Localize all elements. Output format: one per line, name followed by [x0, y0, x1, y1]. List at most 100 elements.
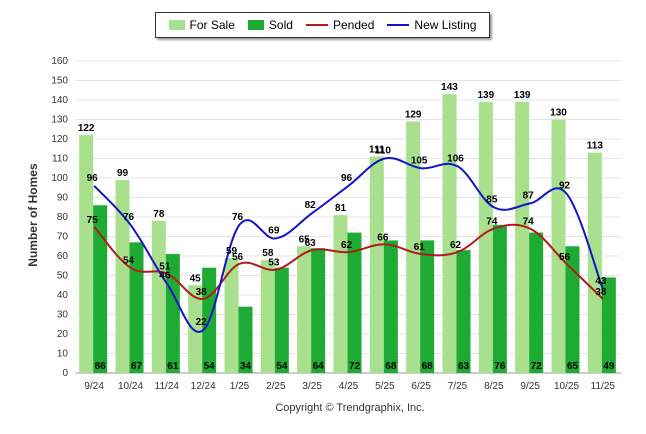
bar-sold: [347, 232, 362, 373]
for-sale-value-label: 139: [514, 90, 531, 101]
x-tick-label: 7/25: [448, 381, 468, 392]
legend-label-pended: Pended: [333, 18, 375, 32]
bar-sold: [456, 250, 471, 373]
bar-for-sale: [224, 257, 239, 373]
for-sale-value-label: 130: [550, 108, 567, 119]
bar-for-sale: [551, 119, 566, 373]
pended-value-label: 54: [123, 256, 135, 267]
x-tick-label: 5/25: [375, 381, 395, 392]
new-listing-swatch-icon: [387, 24, 410, 26]
new-listing-value-label: 69: [268, 225, 280, 236]
sold-value-label: 61: [167, 361, 179, 372]
y-tick-label: 160: [51, 56, 68, 67]
x-tick-label: 12/24: [191, 381, 216, 392]
bar-for-sale: [406, 121, 421, 373]
y-tick-label: 40: [57, 290, 69, 301]
bar-for-sale: [369, 156, 384, 373]
bar-for-sale: [115, 179, 130, 373]
x-tick-label: 11/24: [155, 381, 180, 392]
sold-value-label: 63: [458, 361, 470, 372]
bar-sold: [601, 277, 616, 373]
y-tick-label: 140: [51, 95, 68, 106]
sold-value-label: 54: [276, 361, 288, 372]
legend-item-for-sale[interactable]: For Sale: [168, 18, 235, 32]
new-listing-value-label: 92: [559, 181, 571, 192]
sold-value-label: 64: [313, 361, 325, 372]
bar-for-sale: [260, 259, 275, 373]
new-listing-value-label: 85: [486, 194, 498, 205]
sold-value-label: 34: [240, 361, 252, 372]
sold-value-label: 72: [349, 361, 361, 372]
new-listing-value-label: 76: [123, 212, 135, 223]
y-tick-label: 30: [57, 310, 69, 321]
y-tick-label: 10: [57, 349, 69, 360]
for-sale-value-label: 143: [441, 82, 458, 93]
bar-sold: [129, 242, 144, 373]
sold-value-label: 67: [131, 361, 143, 372]
for-sale-value-label: 65: [299, 234, 311, 245]
new-listing-value-label: 110: [375, 146, 392, 157]
new-listing-value-label: 76: [232, 212, 244, 223]
pended-value-label: 62: [450, 240, 462, 251]
legend-item-sold[interactable]: Sold: [247, 18, 293, 32]
x-tick-label: 2/25: [266, 381, 286, 392]
bar-sold: [383, 240, 398, 373]
y-tick-label: 90: [57, 193, 69, 204]
y-tick-label: 0: [62, 368, 68, 379]
bar-sold: [274, 267, 289, 373]
x-tick-label: 9/25: [520, 381, 540, 392]
bar-for-sale: [442, 94, 457, 374]
y-tick-label: 80: [57, 212, 69, 223]
y-axis-title: Number of Homes: [26, 163, 40, 267]
x-tick-label: 10/24: [118, 381, 143, 392]
for-sale-value-label: 81: [335, 203, 347, 214]
bar-for-sale: [151, 220, 166, 373]
sold-value-label: 49: [603, 361, 615, 372]
sold-value-label: 76: [494, 361, 506, 372]
pended-value-label: 51: [159, 262, 171, 273]
pended-value-label: 75: [87, 215, 99, 226]
sold-swatch-icon: [247, 20, 264, 30]
for-sale-value-label: 129: [405, 109, 422, 120]
legend-item-new-listing[interactable]: New Listing: [387, 18, 476, 32]
legend: For Sale Sold Pended New Listing: [155, 12, 490, 38]
x-tick-label: 9/24: [84, 381, 104, 392]
for-sale-value-label: 59: [226, 246, 238, 257]
new-listing-value-label: 96: [87, 173, 99, 184]
new-listing-value-label: 87: [523, 190, 535, 201]
new-listing-value-label: 82: [305, 200, 317, 211]
y-tick-label: 150: [51, 76, 68, 87]
pended-value-label: 38: [196, 287, 208, 298]
sold-value-label: 72: [531, 361, 543, 372]
x-tick-label: 1/25: [230, 381, 250, 392]
pended-value-label: 66: [377, 232, 389, 243]
x-tick-label: 8/25: [484, 381, 504, 392]
bar-sold: [93, 205, 108, 373]
y-tick-label: 70: [57, 232, 69, 243]
bar-for-sale: [79, 135, 94, 373]
bar-sold: [529, 232, 544, 373]
for-sale-value-label: 45: [190, 273, 202, 284]
y-tick-label: 120: [51, 134, 68, 145]
bar-for-sale: [333, 215, 348, 373]
for-sale-value-label: 113: [587, 141, 604, 152]
legend-item-pended[interactable]: Pended: [306, 18, 374, 32]
pended-value-label: 74: [486, 217, 498, 228]
bar-for-sale: [515, 101, 530, 373]
bar-sold: [238, 306, 253, 373]
pended-value-label: 53: [268, 258, 280, 269]
for-sale-value-label: 99: [117, 168, 129, 179]
y-tick-label: 60: [57, 251, 69, 262]
bar-sold: [565, 246, 580, 373]
pended-value-label: 56: [559, 252, 571, 263]
x-tick-label: 11/25: [591, 381, 616, 392]
y-tick-label: 110: [52, 154, 68, 165]
pended-line: [93, 223, 604, 300]
sold-value-label: 86: [95, 361, 107, 372]
for-sale-value-label: 78: [153, 209, 165, 220]
new-listing-value-label: 46: [159, 270, 171, 281]
bar-sold: [420, 240, 435, 373]
legend-label-new-listing: New Listing: [414, 18, 477, 32]
new-listing-line: [93, 156, 604, 333]
bar-for-sale: [478, 101, 493, 373]
